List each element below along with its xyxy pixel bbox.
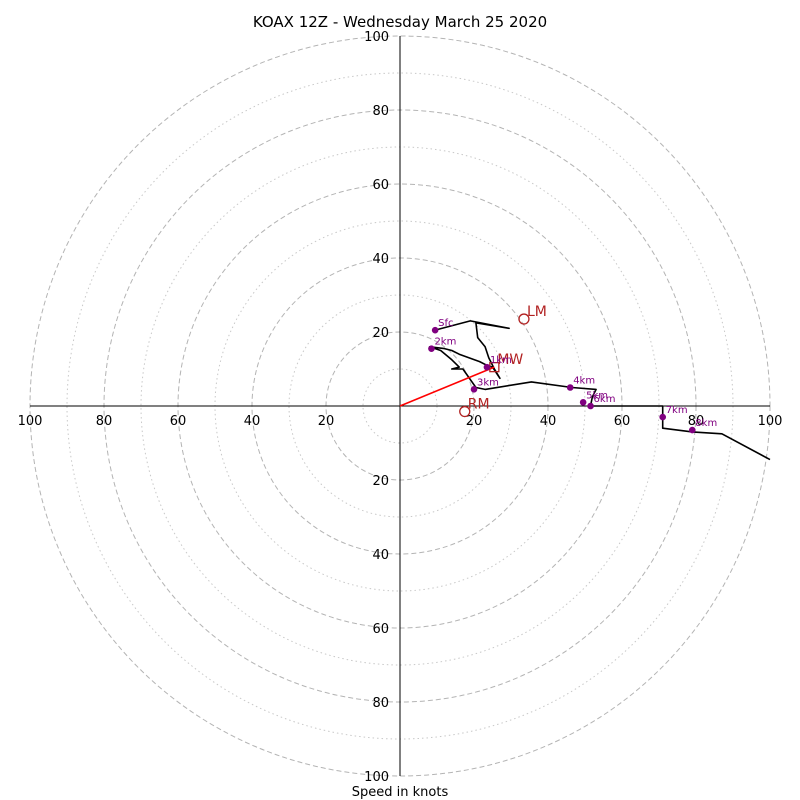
x-tick-label: 100 (758, 414, 783, 429)
height-marker-2km (428, 345, 435, 352)
mw-label: MW (497, 352, 523, 368)
lm-marker (518, 313, 530, 325)
x-tick-label: 80 (688, 414, 705, 429)
height-label-5km: 5km (586, 390, 608, 401)
height-marker-8km (689, 426, 696, 434)
height-marker-sfc (431, 326, 439, 334)
y-tick-label: 100 (364, 30, 389, 45)
x-tick-label: 40 (540, 414, 557, 429)
height-label-1km: 1km (490, 355, 512, 366)
chart-title: KOAX 12Z - Wednesday March 25 2020 (253, 13, 547, 31)
mean-wind-vector (399, 366, 495, 407)
x-tick-label: 20 (466, 414, 483, 429)
lm-label: LM (527, 304, 547, 320)
rm-label: RM (468, 397, 490, 413)
height-label-8km: 8km (695, 418, 717, 429)
y-tick-label: 60 (372, 622, 389, 637)
height-marker-3km (470, 386, 478, 393)
height-label-7km: 7km (666, 405, 688, 416)
y-tick-label: 40 (372, 548, 389, 563)
x-tick-label: 60 (614, 414, 631, 429)
height-marker-7km (659, 413, 666, 421)
y-tick-label: 20 (372, 326, 389, 341)
rm-marker (459, 405, 471, 418)
x-tick-label: 80 (96, 414, 113, 429)
y-tick-label: 20 (372, 474, 389, 489)
height-label-2km: 2km (434, 337, 456, 348)
height-marker-6km (587, 402, 594, 410)
height-marker-4km (566, 384, 574, 391)
x-axis-label: Speed in knots (352, 785, 449, 800)
height-label-3km: 3km (477, 377, 499, 388)
y-tick-label: 40 (372, 252, 389, 267)
height-marker-1km (483, 363, 491, 371)
height-label-sfc: Sfc (438, 318, 453, 329)
tick-labels: 100 80 60 40 20 20 40 60 80 100 100 80 60 40 20 20 40 60 8… (18, 30, 783, 785)
height-label-6km: 6km (594, 394, 616, 405)
y-tick-label: 60 (372, 178, 389, 193)
y-tick-label: 80 (372, 104, 389, 119)
x-tick-label: 60 (170, 414, 187, 429)
x-tick-label: 20 (318, 414, 335, 429)
x-tick-label: 100 (18, 414, 43, 429)
height-marker-5km (579, 399, 587, 406)
storm-motion: LM MW RM (399, 304, 547, 418)
y-tick-label: 100 (364, 770, 389, 785)
y-tick-label: 80 (372, 696, 389, 711)
height-label-4km: 4km (573, 376, 595, 387)
x-tick-label: 40 (244, 414, 261, 429)
